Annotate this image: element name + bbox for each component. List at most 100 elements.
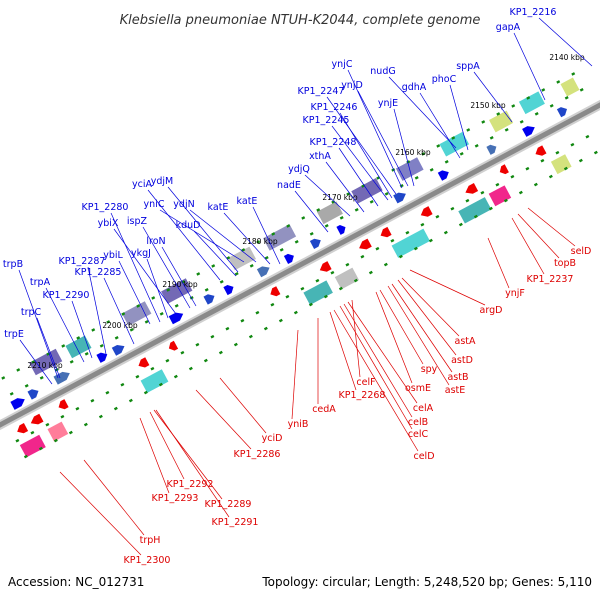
kbp-marker-0: 2140 kbp	[549, 53, 585, 62]
gene-label-yciD: yciD	[262, 433, 283, 444]
gene-label-nudG: nudG	[370, 66, 395, 77]
track-tick-2	[75, 406, 80, 411]
leader-line-reverse-16	[329, 311, 357, 391]
gene-feature-15	[522, 126, 535, 137]
leader-line-forward-28	[146, 258, 169, 319]
track-tick-3	[53, 438, 58, 443]
kbp-marker-1: 2150 kbp	[470, 101, 506, 110]
leader-line-forward-21	[252, 206, 281, 265]
gene-feature-34	[168, 340, 179, 351]
track-tick-1	[264, 256, 269, 260]
genome-summary-text: Topology: circular; Length: 5,248,520 bp…	[261, 575, 592, 589]
gene-label-ydjN: ydjN	[173, 199, 194, 210]
track-tick-2	[480, 190, 485, 195]
track-tick-2	[180, 350, 185, 355]
kbp-marker-3: 2170 kbp	[322, 193, 358, 202]
leader-line-reverse-21	[149, 411, 185, 480]
track-tick-1	[429, 168, 434, 172]
gene-block-23	[316, 201, 343, 225]
track-tick-1	[474, 144, 479, 148]
track-tick-2	[450, 206, 455, 211]
track-tick-2	[270, 302, 275, 307]
gene-label-nadE: nadE	[277, 180, 301, 191]
track-tick-3	[23, 454, 28, 459]
leader-line-forward-24	[113, 228, 177, 315]
gene-label-katE: katE	[237, 196, 258, 207]
gene-label-ynjF: ynjF	[505, 288, 525, 299]
track-tick-0	[571, 72, 576, 76]
track-tick-2	[210, 334, 215, 339]
leader-line-reverse-19	[219, 377, 267, 434]
gene-block-21	[228, 246, 256, 271]
track-tick-0	[541, 88, 546, 92]
track-tick-2	[45, 422, 50, 427]
leader-line-reverse-2	[511, 217, 545, 275]
gene-label-astB: astB	[447, 372, 468, 383]
gene-label-astD: astD	[451, 355, 473, 366]
leader-line-forward-3	[388, 76, 457, 149]
track-tick-2	[375, 246, 380, 251]
gene-label-KP1_2245: KP1_2245	[303, 115, 350, 126]
track-tick-1	[249, 264, 254, 268]
gene-feature-35	[270, 286, 281, 297]
leader-line-reverse-5	[401, 277, 460, 337]
gene-label-argD: argD	[480, 305, 503, 316]
gene-label-ykgJ: ykgJ	[131, 248, 151, 259]
track-tick-1	[39, 376, 44, 380]
leader-line-reverse-7	[391, 283, 453, 373]
track-tick-3	[143, 390, 148, 395]
leader-line-forward-18	[159, 209, 245, 263]
leader-line-reverse-15	[333, 309, 419, 452]
gene-feature-2	[53, 371, 70, 385]
track-tick-1	[324, 224, 329, 228]
gene-feature-9	[283, 253, 294, 264]
track-tick-1	[549, 104, 554, 108]
gene-label-KP1_2246: KP1_2246	[311, 102, 358, 113]
gene-label-celC: celC	[408, 429, 429, 440]
track-tick-3	[338, 286, 343, 291]
leader-line-reverse-14	[339, 305, 413, 430]
leader-line-forward-30	[103, 277, 135, 345]
track-tick-2	[405, 230, 410, 235]
gene-block-49	[458, 197, 492, 224]
gene-feature-38	[380, 226, 392, 238]
leader-line-reverse-3	[487, 237, 510, 289]
track-tick-1	[354, 208, 359, 212]
track-tick-0	[511, 104, 516, 108]
gene-label-ydjM: ydjM	[151, 176, 174, 187]
leader-line-forward-22	[193, 230, 237, 277]
gene-label-KP1_2292: KP1_2292	[167, 479, 214, 490]
gene-label-trpH: trpH	[140, 535, 161, 546]
gene-feature-41	[499, 164, 509, 175]
track-tick-2	[30, 430, 35, 435]
track-tick-0	[256, 240, 261, 244]
genome-backbone	[0, 102, 600, 428]
track-tick-1	[309, 232, 314, 236]
track-tick-0	[226, 256, 231, 260]
track-tick-3	[128, 398, 133, 403]
track-tick-3	[293, 310, 298, 315]
gene-block-50	[488, 185, 512, 207]
track-tick-3	[218, 350, 223, 355]
leader-line-forward-29	[87, 266, 107, 355]
leader-line-reverse-24	[155, 409, 230, 518]
leader-line-reverse-13	[343, 303, 413, 418]
leader-line-reverse-26	[59, 471, 142, 556]
gene-feature-5	[168, 312, 184, 325]
track-tick-1	[84, 352, 89, 356]
gene-feature-8	[256, 266, 270, 278]
gene-label-celF: celF	[356, 377, 375, 388]
gene-label-astE: astE	[445, 385, 466, 396]
track-tick-3	[158, 382, 163, 387]
leader-line-forward-17	[147, 189, 221, 281]
track-tick-0	[316, 208, 321, 212]
gene-label-spy: spy	[421, 364, 438, 375]
gene-feature-13	[437, 170, 449, 181]
gene-feature-layer	[10, 77, 580, 458]
track-tick-2	[300, 286, 305, 291]
gene-label-topB: topB	[554, 258, 576, 269]
kbp-marker-4: 2180 kbp	[242, 237, 278, 246]
gene-label-trpB: trpB	[3, 259, 23, 270]
gene-label-selD: selD	[571, 246, 592, 257]
